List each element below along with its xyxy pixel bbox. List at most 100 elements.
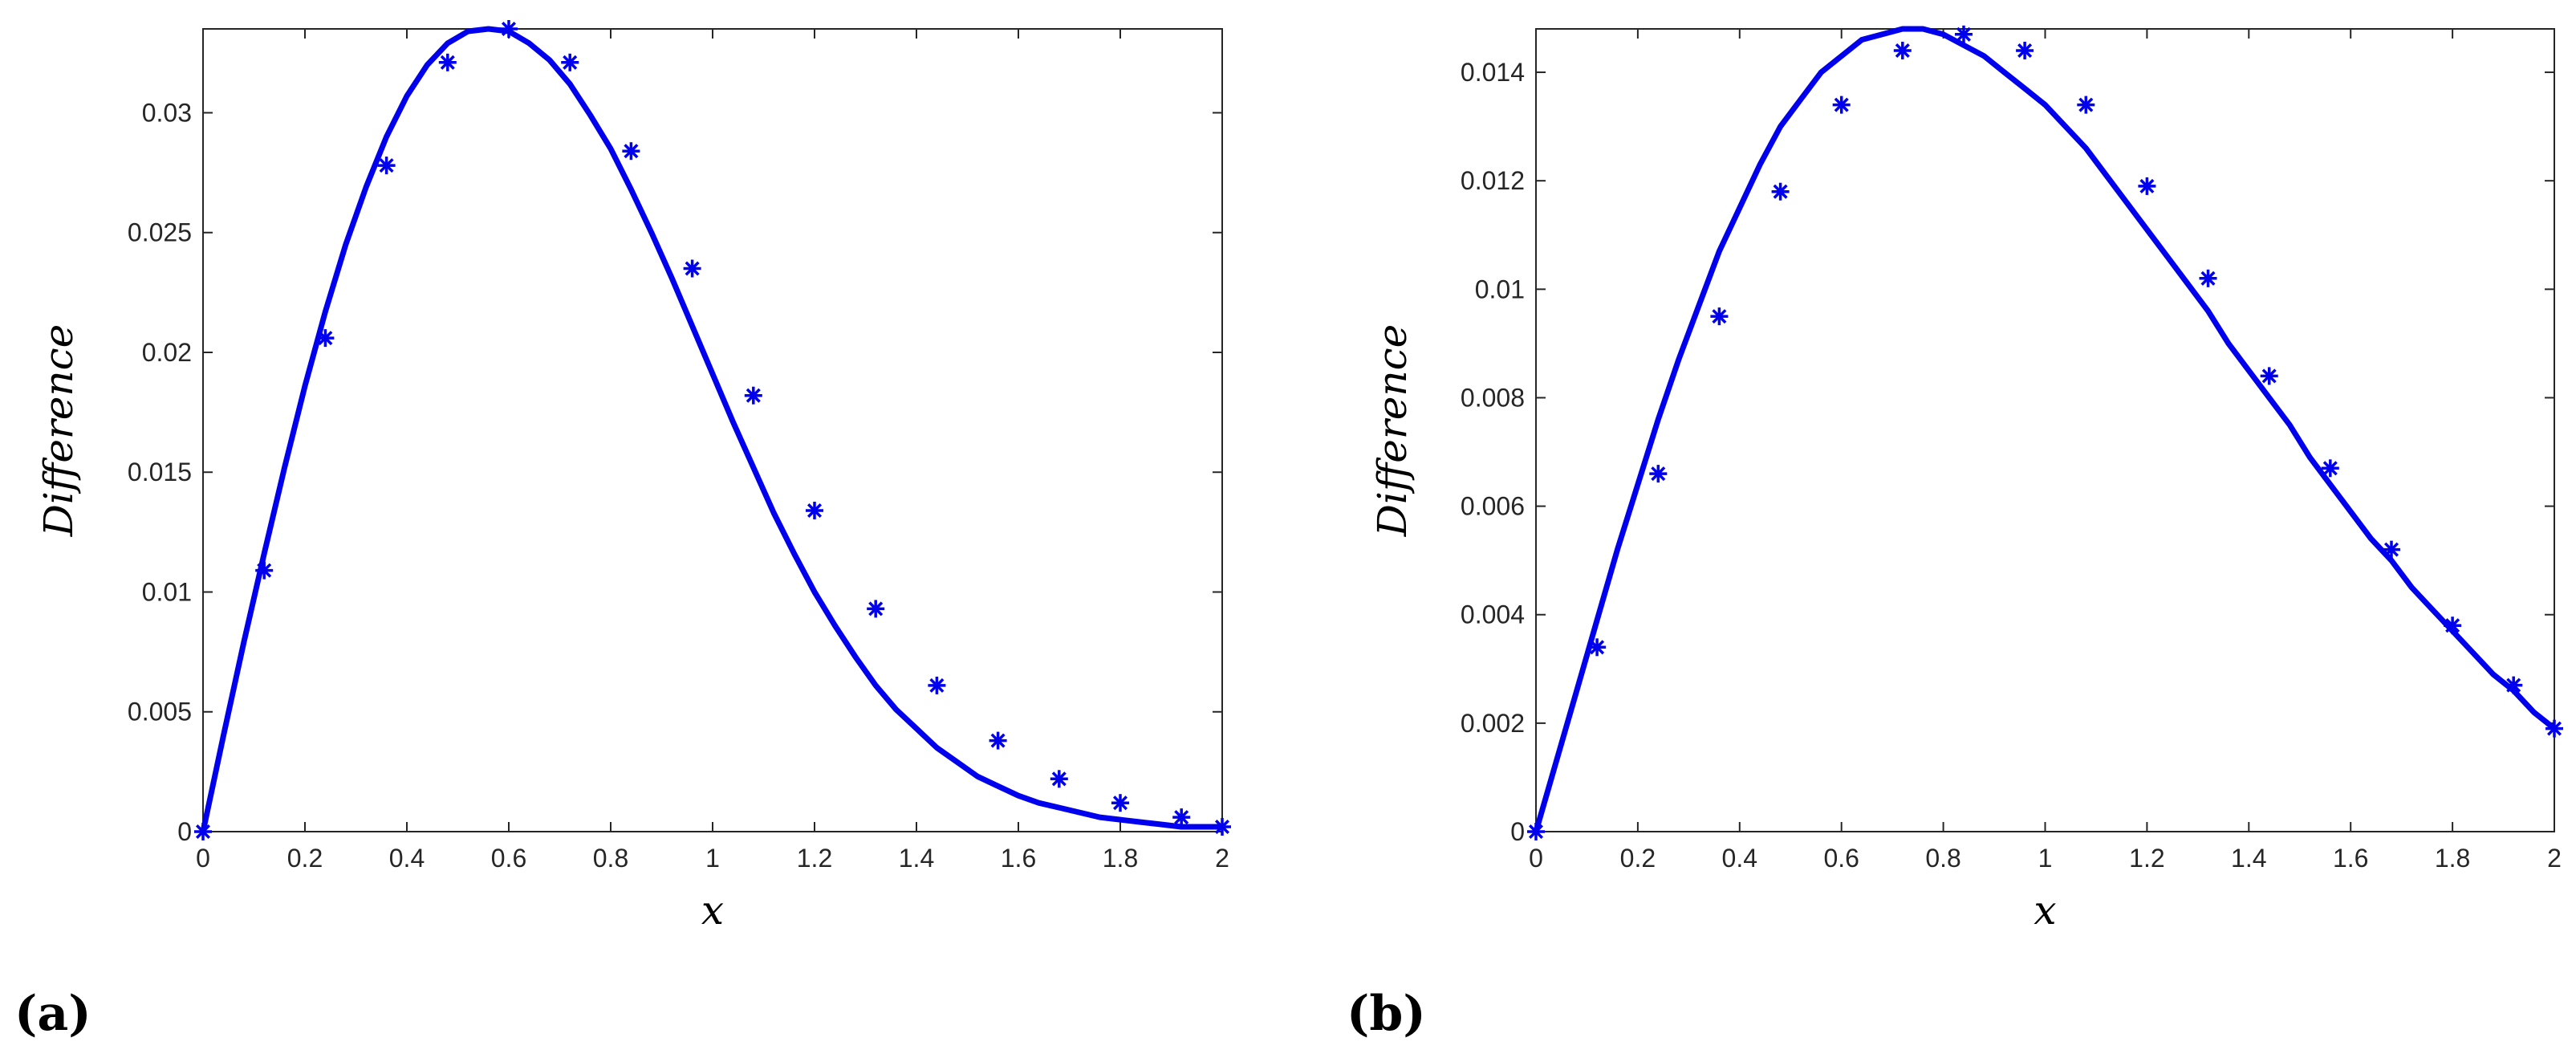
y-tick-label: 0.012 — [1461, 166, 1525, 195]
data-point — [2016, 42, 2034, 59]
marker-stroke — [2445, 618, 2460, 633]
data-point — [1771, 182, 1790, 201]
data-point — [2444, 616, 2462, 635]
marker-stroke — [2017, 43, 2033, 59]
x-tick-label: 0.6 — [1823, 844, 1859, 873]
marker-stroke — [195, 824, 211, 840]
y-tick-label: 0.008 — [1461, 383, 1525, 412]
data-point — [1710, 307, 1729, 326]
data-point — [806, 502, 823, 519]
marker-stroke — [2078, 97, 2094, 112]
y-tick-label: 0.03 — [142, 98, 192, 127]
y-tick-label: 0.02 — [142, 338, 192, 367]
plot-frame — [202, 28, 1223, 832]
y-tick-label: 0.025 — [128, 218, 192, 247]
data-point — [316, 329, 335, 348]
x-tick-label: 1.4 — [899, 844, 934, 873]
marker-stroke — [1174, 810, 1189, 825]
marker-stroke — [318, 331, 333, 346]
marker-stroke — [807, 503, 823, 519]
data-point — [989, 731, 1007, 750]
data-point — [561, 53, 579, 71]
marker-stroke — [2261, 368, 2277, 384]
x-tick-label: 1.6 — [1001, 844, 1036, 873]
marker-stroke — [257, 563, 272, 578]
data-point — [2138, 177, 2156, 195]
data-point — [867, 600, 885, 618]
marker-stroke — [1895, 43, 1910, 59]
data-point — [438, 53, 457, 71]
data-point — [1111, 794, 1129, 812]
series-line — [200, 26, 1225, 835]
marker-stroke — [868, 601, 884, 616]
x-tick-label: 1.2 — [797, 844, 832, 873]
y-tick-label: 0.002 — [1461, 709, 1525, 738]
x-tick-label: 2 — [1215, 844, 1229, 873]
y-tick-label: 0.014 — [1461, 58, 1525, 87]
data-point — [194, 823, 212, 840]
marker-stroke — [2546, 721, 2562, 736]
marker-stroke — [379, 158, 394, 173]
x-tick-label: 0.4 — [389, 844, 425, 873]
x-tick-label: 0.6 — [491, 844, 526, 873]
data-point — [1832, 96, 1851, 114]
x-tick-label: 0.4 — [1722, 844, 1757, 873]
data-point — [1172, 808, 1191, 827]
marker-stroke — [563, 55, 578, 70]
data-point — [2321, 459, 2339, 478]
marker-stroke — [501, 21, 517, 37]
marker-stroke — [1590, 640, 1605, 655]
marker-stroke — [1773, 184, 1788, 199]
marker-stroke — [2506, 678, 2521, 693]
y-tick-label: 0.005 — [128, 698, 192, 726]
data-point — [1893, 42, 1912, 59]
marker-stroke — [2200, 271, 2216, 286]
plot-frame — [1535, 28, 2555, 832]
data-point — [1213, 818, 1231, 836]
y-tick-label: 0 — [177, 817, 192, 846]
x-tick-label: 0.2 — [1620, 844, 1656, 873]
data-point — [2260, 367, 2278, 385]
series-line — [1533, 26, 2558, 835]
x-tick-label: 2 — [2547, 844, 2562, 873]
marker-stroke — [2322, 461, 2338, 476]
x-axis-title: x — [2034, 887, 2056, 934]
data-point — [2077, 96, 2095, 114]
data-point — [500, 20, 518, 38]
data-point — [255, 561, 274, 580]
marker-stroke — [1651, 466, 1666, 482]
x-tick-label: 1.8 — [2435, 844, 2470, 873]
x-tick-label: 0.8 — [1925, 844, 1960, 873]
marker-stroke — [1712, 309, 1727, 324]
marker-stroke — [685, 261, 700, 276]
x-tick-label: 1 — [2038, 844, 2053, 873]
marker-stroke — [746, 388, 761, 403]
data-point — [1527, 823, 1545, 840]
y-tick-label: 0.01 — [1475, 275, 1525, 303]
data-point — [1649, 465, 1668, 483]
x-tick-label: 0.2 — [287, 844, 323, 873]
x-tick-label: 1.4 — [2231, 844, 2266, 873]
data-point — [377, 157, 396, 175]
x-tick-label: 1.6 — [2333, 844, 2368, 873]
x-tick-label: 1.8 — [1103, 844, 1138, 873]
data-point — [2546, 719, 2563, 738]
marker-stroke — [990, 733, 1006, 748]
chart-panel-a: 0 0.2 0.4 0.6 0.8 1 1.2 1.4 1.6 1.8 2 0 0.005 0.01 0.0… — [35, 20, 1231, 934]
marker-stroke — [929, 678, 945, 693]
marker-stroke — [440, 55, 455, 70]
x-tick-label: 1 — [705, 844, 720, 873]
marker-stroke — [1051, 771, 1067, 787]
panel-label-b: (b) — [1347, 986, 1426, 1042]
x-tick-label: 0 — [196, 844, 210, 873]
marker-stroke — [624, 144, 639, 159]
marker-stroke — [1956, 26, 1972, 42]
marker-stroke — [2383, 542, 2399, 557]
data-point — [1955, 25, 1973, 43]
y-tick-label: 0.01 — [142, 577, 192, 606]
y-tick-label: 0 — [1510, 817, 1525, 846]
data-point — [928, 676, 946, 694]
y-tick-label: 0.006 — [1461, 492, 1525, 521]
y-axis-title: Difference — [1369, 324, 1416, 537]
